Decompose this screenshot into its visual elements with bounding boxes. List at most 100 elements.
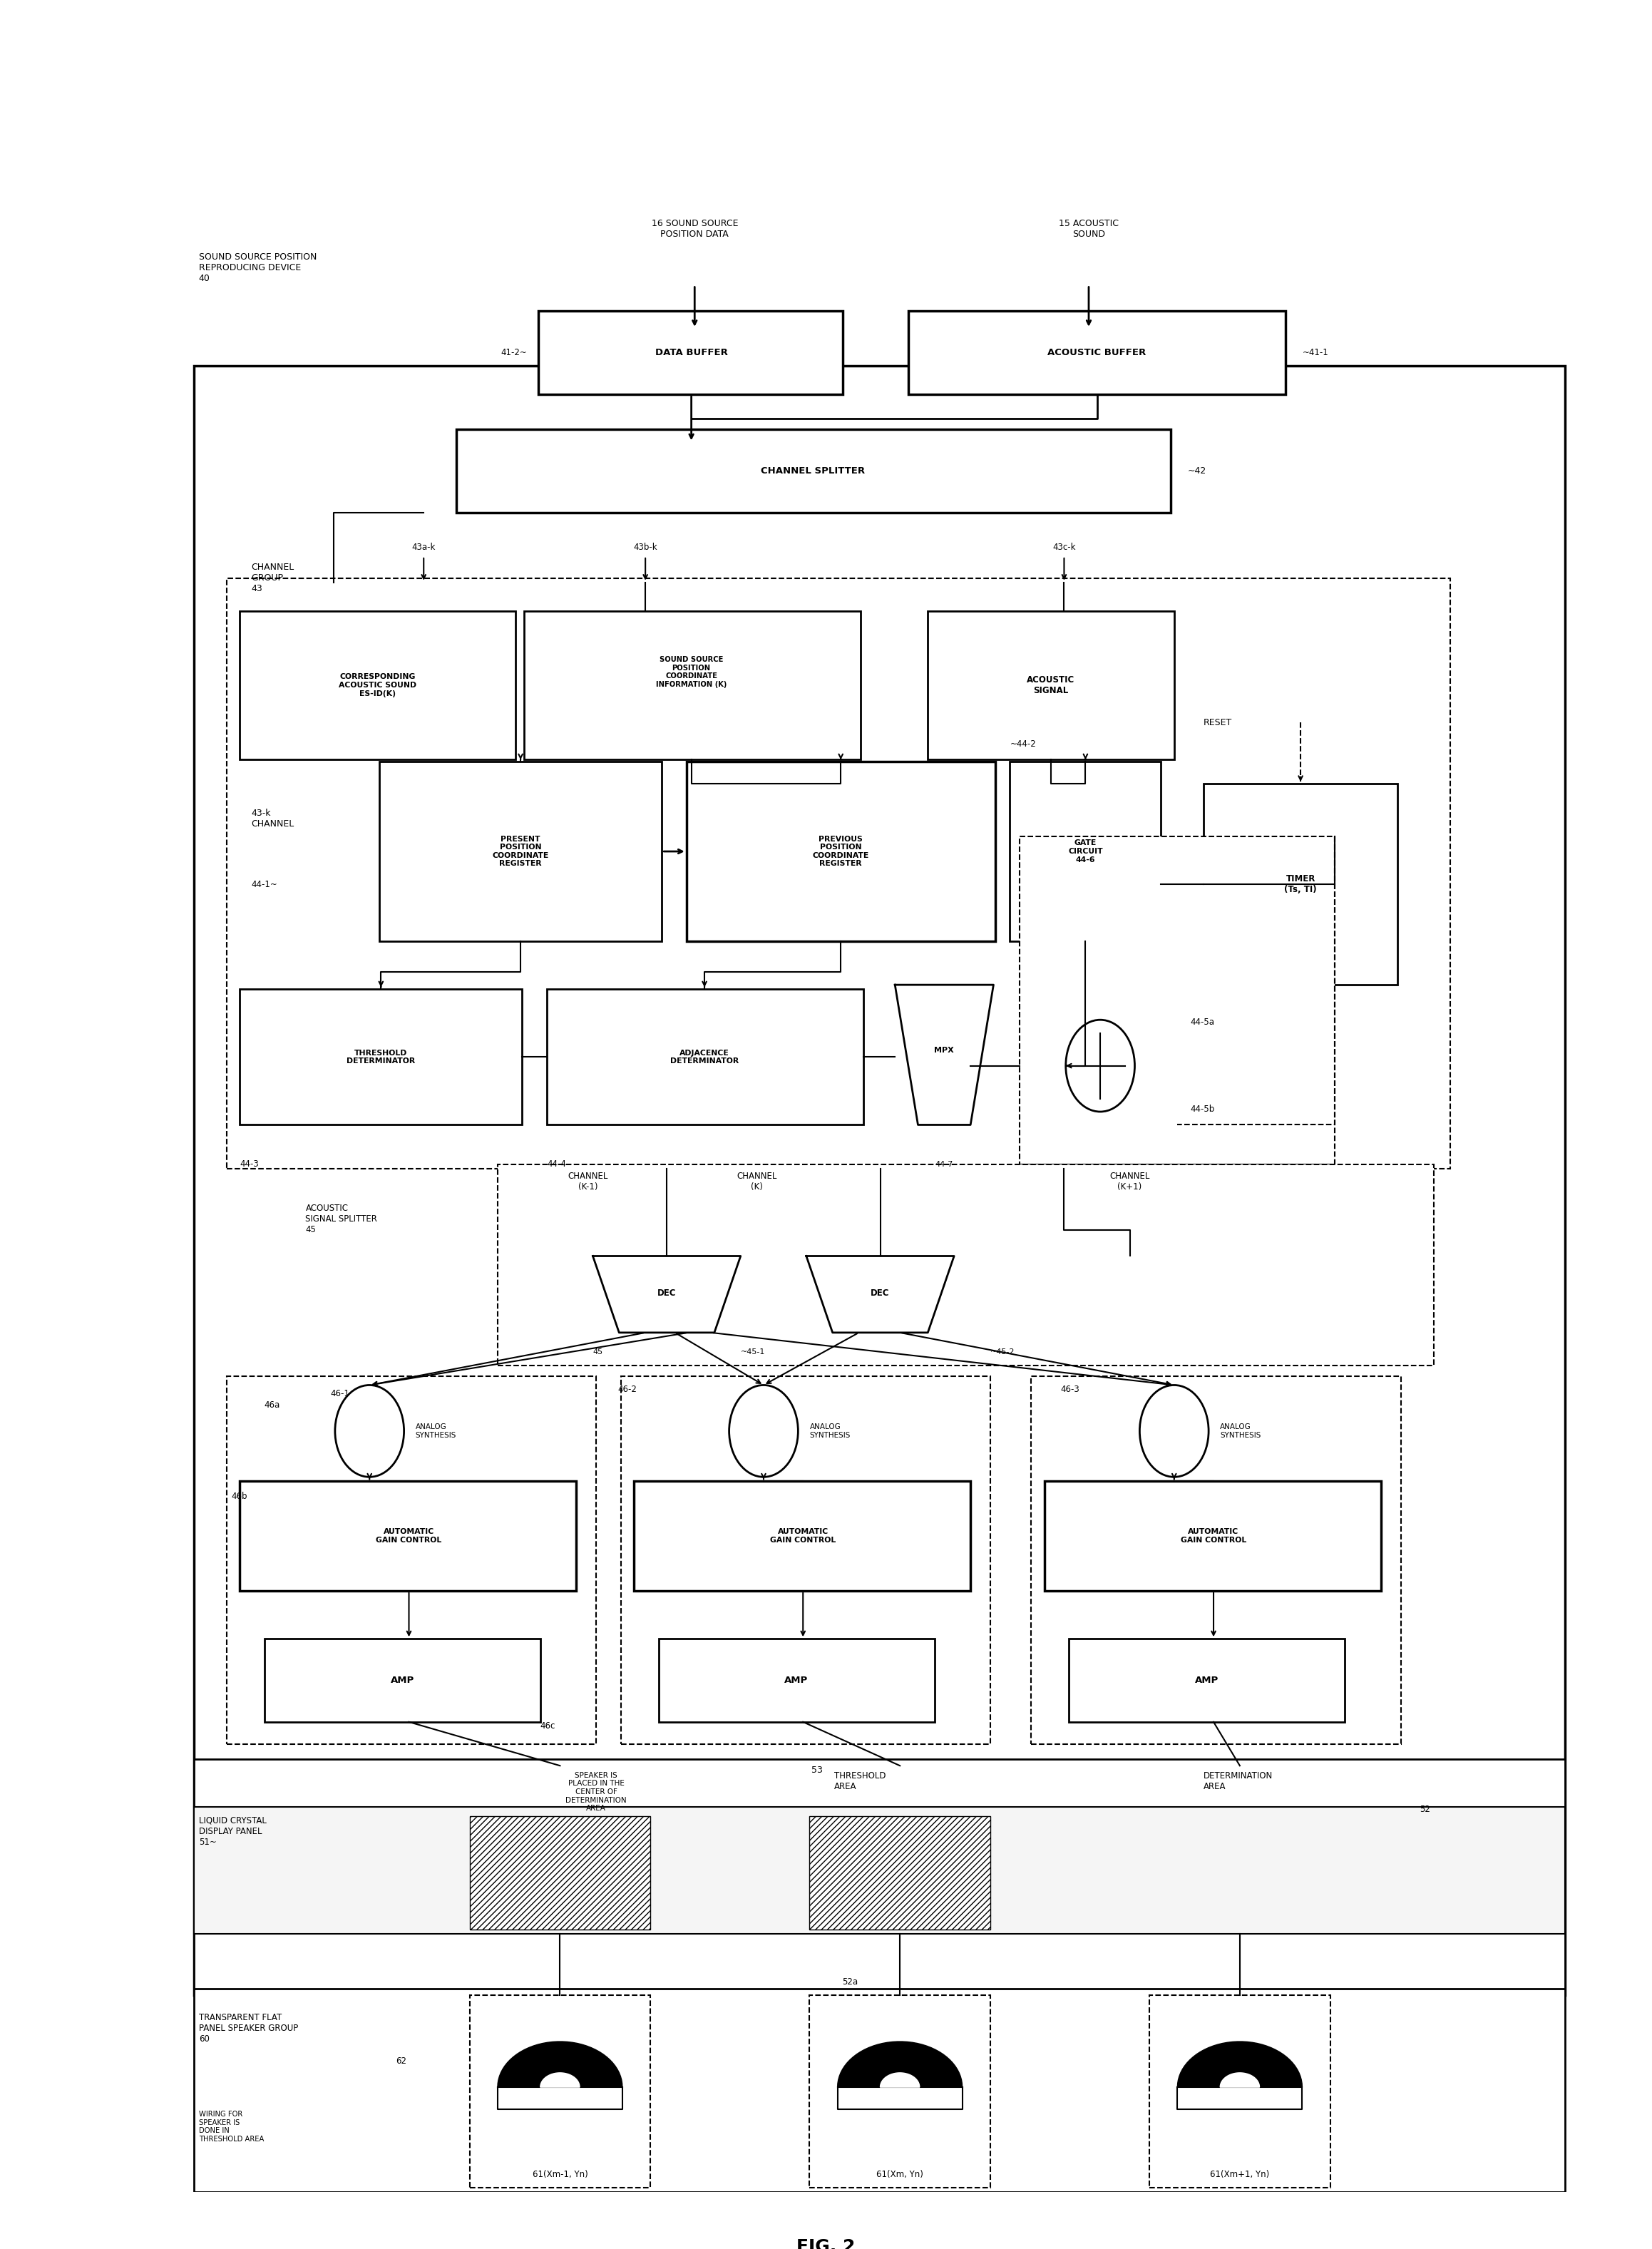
Polygon shape: [497, 2042, 623, 2087]
Text: CORRESPONDING
ACOUSTIC SOUND
ES-ID(K): CORRESPONDING ACOUSTIC SOUND ES-ID(K): [339, 672, 416, 697]
Text: 52a: 52a: [843, 1977, 857, 1986]
Text: DEC: DEC: [657, 1289, 676, 1298]
Text: 43c-k: 43c-k: [1052, 542, 1075, 551]
FancyBboxPatch shape: [687, 762, 995, 940]
FancyBboxPatch shape: [659, 1640, 935, 1723]
Text: AUTOMATIC
GAIN CONTROL: AUTOMATIC GAIN CONTROL: [377, 1529, 441, 1543]
Text: ~45-1: ~45-1: [740, 1349, 765, 1356]
FancyBboxPatch shape: [621, 1376, 990, 1743]
FancyBboxPatch shape: [380, 762, 662, 940]
Text: 46-2: 46-2: [618, 1385, 636, 1394]
Text: SOUND SOURCE
POSITION
COORDINATE
INFORMATION (K): SOUND SOURCE POSITION COORDINATE INFORMA…: [656, 657, 727, 688]
FancyBboxPatch shape: [193, 1988, 1564, 2193]
Text: 62: 62: [396, 2056, 406, 2065]
Text: ANALOG
SYNTHESIS: ANALOG SYNTHESIS: [1221, 1424, 1260, 1439]
Text: PRESENT
POSITION
COORDINATE
REGISTER: PRESENT POSITION COORDINATE REGISTER: [492, 834, 548, 868]
Polygon shape: [806, 1255, 955, 1334]
Text: 61(Xm, Yn): 61(Xm, Yn): [877, 2170, 923, 2179]
Text: 61(Xm-1, Yn): 61(Xm-1, Yn): [532, 2170, 588, 2179]
Text: AUTOMATIC
GAIN CONTROL: AUTOMATIC GAIN CONTROL: [770, 1529, 836, 1543]
Text: CHANNEL
(K+1): CHANNEL (K+1): [1110, 1172, 1150, 1192]
Text: SOUND SOURCE POSITION
REPRODUCING DEVICE
40: SOUND SOURCE POSITION REPRODUCING DEVICE…: [198, 252, 317, 283]
FancyBboxPatch shape: [1044, 1482, 1381, 1590]
Text: 43-k
CHANNEL: 43-k CHANNEL: [251, 810, 294, 828]
Text: 46c: 46c: [540, 1723, 555, 1732]
FancyBboxPatch shape: [226, 578, 1450, 1169]
Text: ADJACENCE
DETERMINATOR: ADJACENCE DETERMINATOR: [671, 1050, 738, 1064]
Polygon shape: [1221, 2074, 1259, 2087]
Text: CHANNEL SPLITTER: CHANNEL SPLITTER: [762, 466, 866, 475]
Text: 46b: 46b: [231, 1491, 248, 1502]
FancyBboxPatch shape: [1031, 1376, 1401, 1743]
Text: FIG. 2: FIG. 2: [796, 2238, 856, 2249]
Text: 46a: 46a: [264, 1401, 281, 1410]
FancyBboxPatch shape: [539, 310, 843, 394]
Polygon shape: [1178, 2042, 1302, 2087]
Text: 46-1: 46-1: [330, 1390, 349, 1399]
Text: AMP: AMP: [390, 1676, 415, 1685]
Text: THRESHOLD
DETERMINATOR: THRESHOLD DETERMINATOR: [347, 1050, 415, 1064]
FancyBboxPatch shape: [1009, 762, 1161, 940]
Bar: [469, 1815, 651, 1930]
FancyBboxPatch shape: [634, 1482, 970, 1590]
Polygon shape: [881, 2074, 920, 2087]
Text: AMP: AMP: [785, 1676, 808, 1685]
FancyBboxPatch shape: [456, 430, 1171, 513]
Polygon shape: [1201, 2058, 1279, 2087]
Bar: [809, 1815, 990, 1930]
FancyBboxPatch shape: [240, 612, 515, 760]
Text: 44-5b: 44-5b: [1191, 1104, 1214, 1113]
Text: 52: 52: [1419, 1804, 1431, 1815]
FancyBboxPatch shape: [1069, 1640, 1345, 1723]
Text: 44-5a: 44-5a: [1191, 1017, 1214, 1026]
Text: 46-3: 46-3: [1061, 1385, 1080, 1394]
Text: DETERMINATION
AREA: DETERMINATION AREA: [1204, 1770, 1274, 1790]
FancyBboxPatch shape: [1204, 783, 1398, 985]
Polygon shape: [895, 985, 993, 1124]
Text: 44-7: 44-7: [935, 1160, 953, 1167]
Text: ~45-2: ~45-2: [990, 1349, 1014, 1356]
Text: 43b-k: 43b-k: [633, 542, 657, 551]
FancyBboxPatch shape: [1019, 837, 1335, 1165]
FancyBboxPatch shape: [547, 990, 864, 1124]
Text: SPEAKER IS
PLACED IN THE
CENTER OF
DETERMINATION
AREA: SPEAKER IS PLACED IN THE CENTER OF DETER…: [565, 1772, 626, 1813]
FancyBboxPatch shape: [193, 367, 1564, 1995]
Text: WIRING FOR
SPEAKER IS
DONE IN
THRESHOLD AREA: WIRING FOR SPEAKER IS DONE IN THRESHOLD …: [198, 2110, 264, 2143]
Text: ACOUSTIC
SIGNAL: ACOUSTIC SIGNAL: [1028, 675, 1075, 695]
Polygon shape: [838, 2042, 963, 2087]
FancyBboxPatch shape: [240, 1482, 577, 1590]
Text: TIMER
(Ts, TI): TIMER (Ts, TI): [1284, 875, 1317, 895]
Text: 15 ACOUSTIC
SOUND: 15 ACOUSTIC SOUND: [1059, 218, 1118, 238]
Text: 61(Xm+1, Yn): 61(Xm+1, Yn): [1211, 2170, 1269, 2179]
Text: ACOUSTIC
SIGNAL SPLITTER
45: ACOUSTIC SIGNAL SPLITTER 45: [306, 1203, 377, 1235]
Text: RESET: RESET: [1204, 717, 1232, 726]
Text: DEC: DEC: [871, 1289, 890, 1298]
Text: GATE
CIRCUIT
44-6: GATE CIRCUIT 44-6: [1069, 839, 1104, 864]
FancyBboxPatch shape: [240, 990, 522, 1124]
Text: CHANNEL
GROUP
43: CHANNEL GROUP 43: [251, 562, 294, 594]
Text: AUTOMATIC
GAIN CONTROL: AUTOMATIC GAIN CONTROL: [1181, 1529, 1246, 1543]
Polygon shape: [520, 2058, 600, 2087]
Text: 16 SOUND SOURCE
POSITION DATA: 16 SOUND SOURCE POSITION DATA: [651, 218, 738, 238]
Text: DATA BUFFER: DATA BUFFER: [656, 349, 727, 358]
FancyBboxPatch shape: [809, 1995, 990, 2188]
Text: 53: 53: [811, 1765, 823, 1774]
Text: TRANSPARENT FLAT
PANEL SPEAKER GROUP
60: TRANSPARENT FLAT PANEL SPEAKER GROUP 60: [198, 2013, 297, 2044]
Text: ANALOG
SYNTHESIS: ANALOG SYNTHESIS: [809, 1424, 851, 1439]
Text: PREVIOUS
POSITION
COORDINATE
REGISTER: PREVIOUS POSITION COORDINATE REGISTER: [813, 834, 869, 868]
Text: 44-4: 44-4: [547, 1160, 567, 1169]
Text: ~44-2: ~44-2: [1009, 740, 1036, 749]
FancyBboxPatch shape: [928, 612, 1175, 760]
Text: MPX: MPX: [935, 1046, 955, 1055]
Text: LIQUID CRYSTAL
DISPLAY PANEL
51~: LIQUID CRYSTAL DISPLAY PANEL 51~: [198, 1815, 266, 1846]
FancyBboxPatch shape: [497, 1165, 1434, 1365]
Text: ~42: ~42: [1188, 466, 1206, 475]
Text: 44-1~: 44-1~: [251, 879, 278, 888]
Text: CHANNEL
(K): CHANNEL (K): [737, 1172, 776, 1192]
FancyBboxPatch shape: [226, 1376, 596, 1743]
Text: THRESHOLD
AREA: THRESHOLD AREA: [834, 1770, 885, 1790]
Text: ANALOG
SYNTHESIS: ANALOG SYNTHESIS: [415, 1424, 456, 1439]
Text: 44-3: 44-3: [240, 1160, 259, 1169]
FancyBboxPatch shape: [264, 1640, 540, 1723]
FancyBboxPatch shape: [193, 1759, 1564, 1995]
